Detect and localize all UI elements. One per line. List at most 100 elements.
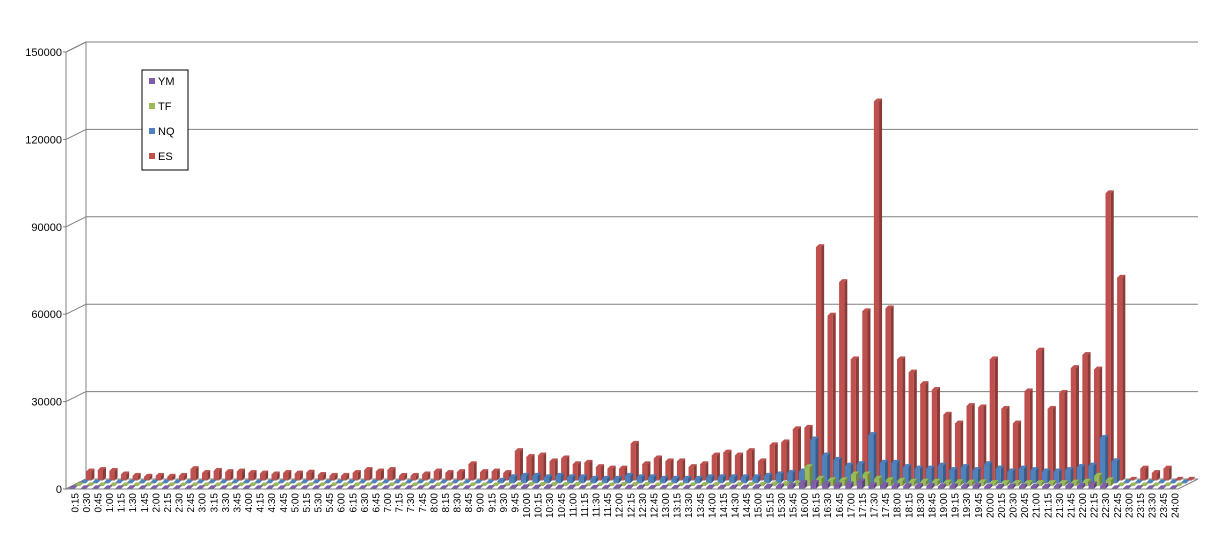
bar [838, 477, 848, 487]
gridline [65, 128, 1198, 140]
bar [248, 482, 258, 487]
bar [479, 469, 489, 481]
bar [595, 464, 605, 481]
x-tick-label: 23:45 [1159, 493, 1170, 518]
bar [329, 472, 339, 481]
x-tick-label: 5:45 [325, 493, 336, 513]
bar [97, 467, 107, 481]
bar [890, 459, 900, 484]
bar [821, 481, 831, 489]
x-tick-label: 11:45 [603, 493, 614, 518]
x-tick-label: 14:30 [731, 493, 742, 518]
bar [844, 481, 854, 489]
bar [925, 465, 935, 484]
bar [508, 484, 518, 489]
x-axis: 0:15 0:30 0:45 1:00 1:15 1:30 1:45 2:00 2:15 2:30… [66, 488, 1182, 518]
x-tick-label: 9:15 [487, 493, 498, 513]
bar [555, 472, 565, 484]
bar [572, 482, 582, 487]
bar [300, 479, 310, 484]
bar [282, 482, 292, 487]
bar [868, 482, 878, 489]
legend-item-nq: NQ [149, 126, 175, 138]
bar [508, 474, 518, 484]
bar [311, 479, 321, 484]
legend-item-tf: TF [149, 101, 172, 113]
bar [485, 479, 495, 484]
bar [375, 482, 385, 487]
bar [815, 244, 825, 481]
bar [589, 475, 599, 484]
bar [445, 482, 455, 487]
x-tick-label: 6:00 [337, 493, 348, 513]
bar [1140, 482, 1150, 487]
x-tick-label: 15:45 [788, 493, 799, 518]
bar [943, 479, 953, 487]
bar [595, 482, 605, 487]
x-tick-label: 23:00 [1124, 493, 1135, 518]
bar [1058, 389, 1068, 481]
bar [450, 479, 460, 484]
bar [989, 356, 999, 481]
bar [108, 468, 118, 481]
bar [161, 479, 171, 484]
bar [1180, 479, 1190, 484]
bar [717, 474, 727, 484]
bar [225, 482, 235, 487]
y-tick-label: 0 [56, 484, 62, 496]
x-tick-label: 22:15 [1090, 493, 1101, 518]
bar [641, 461, 651, 481]
bar [850, 356, 860, 481]
bar [190, 482, 200, 487]
bar [699, 461, 709, 481]
bar [1163, 465, 1173, 481]
bar [914, 483, 924, 489]
bar [769, 442, 779, 481]
bar [114, 479, 124, 484]
legend-label: ES [158, 151, 173, 163]
bar [630, 440, 640, 481]
x-tick-label: 16:00 [800, 493, 811, 518]
bar [387, 482, 397, 487]
x-tick-label: 10:45 [557, 493, 568, 518]
bar [902, 464, 912, 484]
bar [1024, 480, 1034, 487]
bar [1122, 479, 1132, 484]
bar [386, 467, 396, 481]
x-tick-label: 3:15 [209, 493, 220, 513]
legend: YM TF NQ ES [141, 69, 189, 171]
bar [468, 461, 478, 481]
bar [473, 479, 483, 484]
bar [392, 479, 402, 484]
x-tick-label: 22:45 [1113, 493, 1124, 518]
bar [722, 449, 732, 481]
x-tick-label: 2:30 [175, 493, 186, 513]
bar [728, 474, 738, 484]
bar [369, 479, 379, 484]
bar [201, 470, 211, 481]
bar [416, 479, 426, 484]
bar [86, 482, 96, 487]
bar [676, 482, 686, 487]
bar [879, 482, 889, 489]
x-tick-label: 24:00 [1171, 493, 1182, 518]
x-tick-label: 14:00 [707, 493, 718, 518]
x-tick-label: 2:00 [151, 493, 162, 513]
x-tick-label: 13:15 [673, 493, 684, 518]
bar [1018, 465, 1028, 484]
x-tick-label: 22:00 [1078, 493, 1089, 518]
bar [578, 474, 588, 484]
bar [346, 479, 356, 484]
bar [259, 470, 269, 481]
x-tick-label: 10:15 [534, 493, 545, 518]
y-tick-label: 120000 [25, 134, 62, 146]
bar [259, 482, 269, 487]
x-tick-label: 0:30 [82, 493, 93, 513]
x-tick-label: 15:30 [777, 493, 788, 518]
bar [688, 482, 698, 487]
side-wall [65, 41, 87, 490]
bar [456, 482, 466, 487]
bar [1059, 480, 1069, 487]
bar [531, 472, 541, 484]
bar [1174, 482, 1184, 487]
